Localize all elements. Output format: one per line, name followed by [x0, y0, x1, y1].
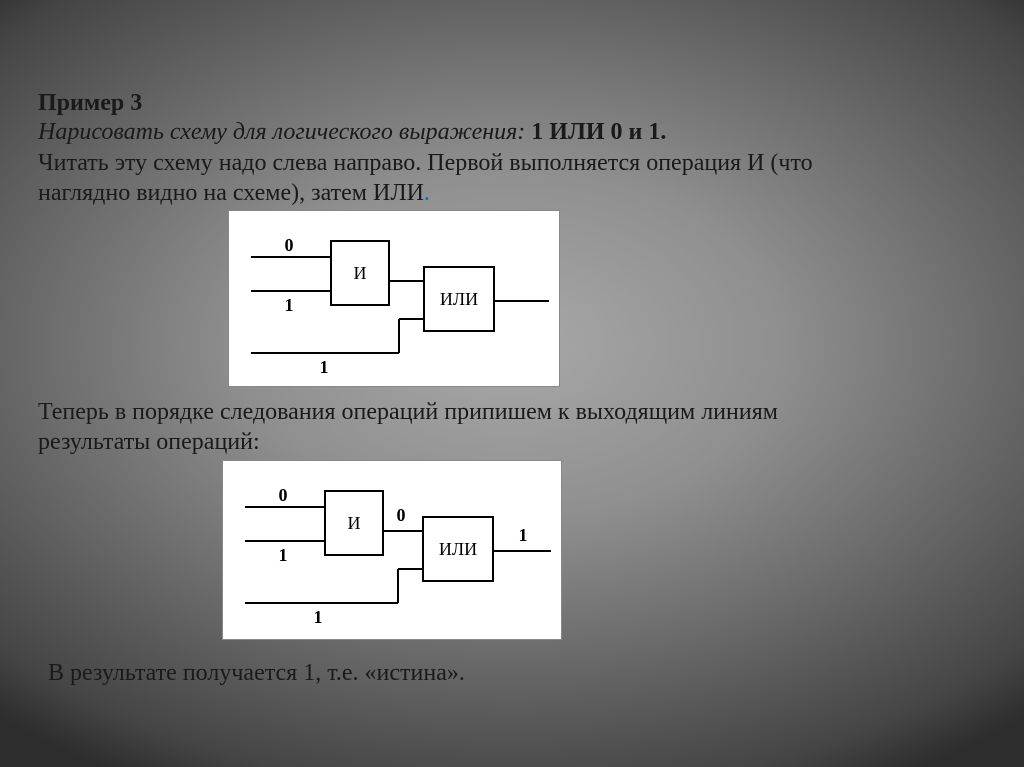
body-line-2-text: наглядно видно на схеме), затем ИЛИ	[38, 180, 424, 206]
example-heading: Пример 3	[38, 90, 986, 117]
svg-text:ИЛИ: ИЛИ	[440, 289, 478, 309]
svg-text:И: И	[354, 263, 367, 283]
svg-text:1: 1	[320, 357, 329, 377]
svg-text:1: 1	[314, 607, 323, 627]
svg-text:0: 0	[279, 485, 288, 505]
svg-text:ИЛИ: ИЛИ	[439, 539, 477, 559]
svg-text:0: 0	[397, 505, 406, 525]
result-text: В результате получается 1, т.е. «истина»…	[48, 660, 465, 687]
mid-line-1: Теперь в порядке следования операций при…	[38, 397, 778, 427]
task-description: Нарисовать схему для логического выражен…	[38, 119, 986, 146]
logic-diagram-2: 0 1 0 1 1 И ИЛИ	[222, 460, 562, 640]
svg-text:0: 0	[285, 235, 294, 255]
text-block: Пример 3 Нарисовать схему для логическог…	[38, 90, 986, 208]
body-line-1: Читать эту схему надо слева направо. Пер…	[38, 148, 986, 178]
mid-line-2: результаты операций:	[38, 427, 778, 457]
svg-text:1: 1	[279, 545, 288, 565]
svg-text:1: 1	[519, 525, 528, 545]
svg-text:И: И	[348, 513, 361, 533]
subheading-bold: 1 ИЛИ 0 и 1.	[531, 119, 666, 145]
mid-text-block: Теперь в порядке следования операций при…	[38, 397, 778, 457]
body-line-2-dot: .	[424, 180, 430, 206]
slide: Пример 3 Нарисовать схему для логическог…	[0, 0, 1024, 767]
subheading-italic: Нарисовать схему для логического выражен…	[38, 119, 531, 145]
logic-diagram-1: 0 1 1 И ИЛИ	[228, 210, 560, 387]
body-line-2: наглядно видно на схеме), затем ИЛИ.	[38, 178, 986, 208]
svg-text:1: 1	[285, 295, 294, 315]
